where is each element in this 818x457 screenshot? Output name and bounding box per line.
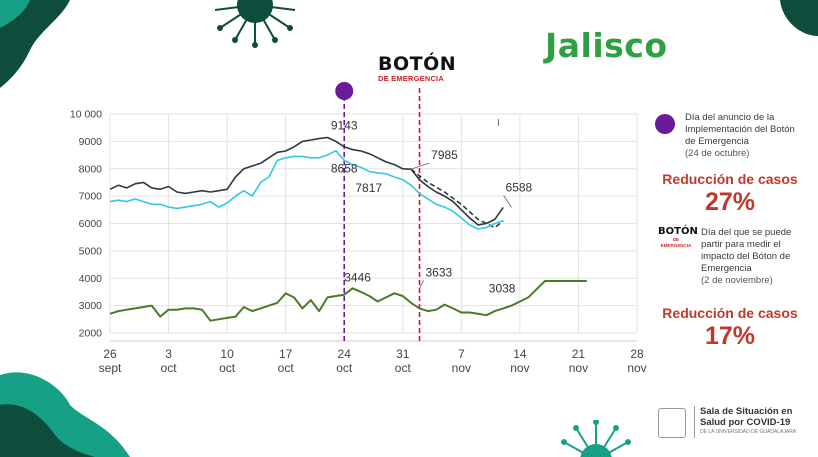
x-tick-label: oct — [161, 361, 178, 375]
purple-marker-dot — [655, 114, 675, 134]
page-title: Jalisco — [545, 26, 668, 65]
series-line-dashed — [410, 168, 504, 229]
x-tick-label: nov — [569, 361, 588, 375]
data-label: 3038 — [489, 282, 516, 296]
x-tick-label: 14 — [513, 347, 527, 361]
small-logo-main: BOTÓN — [658, 226, 698, 237]
reduction2-value: 17% — [704, 322, 756, 350]
footer-brand: Sala de Situación en Salud por COVID-19 … — [652, 404, 812, 440]
data-label: 9143 — [331, 118, 358, 132]
annotation-leader — [503, 195, 512, 208]
decoration-top-right — [780, 0, 818, 36]
reduction1-label: Reducción de casos — [662, 171, 798, 187]
boton-logo-main: BOTÓN — [378, 53, 457, 75]
marker2-date: (2 de noviembre) — [701, 275, 773, 286]
data-label: 3633 — [426, 265, 453, 279]
y-tick-label: 10 000 — [70, 109, 102, 121]
boton-logo-sub: DE EMERGENCIA — [378, 74, 444, 83]
reduction2-label: Reducción de casos — [662, 305, 798, 321]
y-axis-ticks: 2000 3000 4000 5000 6000 7000 8000 9000 10 000 — [70, 109, 102, 340]
x-tick-label: 31 — [396, 347, 410, 361]
series-line-dark — [109, 136, 504, 226]
x-tick-label: oct — [219, 361, 236, 375]
x-tick-label: 21 — [572, 347, 586, 361]
x-tick-label: 26 — [103, 347, 117, 361]
marker1-date: (24 de octubre) — [685, 148, 750, 159]
x-tick-label: 7 — [458, 347, 465, 361]
x-tick-label: 10 — [220, 347, 234, 361]
annotation-leader — [419, 280, 424, 289]
y-tick-label: 8000 — [79, 163, 103, 175]
x-tick-label: oct — [395, 361, 412, 375]
series-layer — [109, 136, 587, 322]
data-label: 6588 — [506, 180, 533, 194]
x-tick-label: nov — [452, 361, 471, 375]
marker1-text: Día del anuncio de la Implementación del… — [685, 112, 795, 147]
boton-emergencia-small-logo: BOTÓN DE EMERGENCIA — [658, 226, 698, 249]
series-line-cyan — [109, 149, 504, 230]
university-seal-icon — [658, 408, 686, 438]
footer-line1: Sala de Situación en — [700, 406, 793, 417]
virus-icon-top — [214, 0, 296, 48]
decoration-top-left — [0, 0, 70, 88]
footer-line2: Salud por COVID-19 — [700, 417, 791, 428]
grid-layer — [109, 113, 638, 342]
footer-divider — [694, 406, 695, 438]
annotation-leader — [411, 162, 430, 170]
y-tick-label: 2000 — [79, 328, 103, 340]
x-axis-ticks: 26sept3oct10oct17oct24oct31oct7nov14nov2… — [99, 347, 647, 375]
data-label: 7985 — [431, 148, 458, 162]
y-tick-label: 9000 — [79, 136, 103, 148]
x-tick-label: 17 — [279, 347, 293, 361]
small-logo-sub: DE EMERGENCIA — [660, 237, 692, 248]
annotations-layer: 9143 8658 7817 7985 6588 3446 3633 3038 — [331, 118, 533, 295]
data-label: 3446 — [344, 270, 371, 284]
decoration-bottom-left — [0, 372, 130, 457]
marker2-description: Día del que se puede partir para medir e… — [701, 227, 801, 287]
y-tick-label: 7000 — [79, 191, 103, 203]
virus-icon-bottom — [561, 420, 631, 457]
y-tick-label: 6000 — [79, 218, 103, 230]
data-label: 7817 — [355, 181, 382, 195]
text-cursor-icon: I — [497, 118, 500, 129]
y-tick-label: 5000 — [79, 245, 103, 257]
x-tick-label: oct — [278, 361, 295, 375]
reduction1-value: 27% — [704, 188, 756, 216]
x-tick-label: 3 — [165, 347, 172, 361]
data-label: 8658 — [331, 162, 358, 176]
y-tick-label: 3000 — [79, 300, 103, 312]
boton-emergencia-logo: BOTÓN DE EMERGENCIA — [378, 53, 457, 84]
x-tick-label: 24 — [338, 347, 352, 361]
series-line-green — [109, 280, 587, 322]
marker-lines — [335, 82, 421, 343]
footer-line3: DE LA UNIVERSIDAD DE GUADALAJARA — [700, 429, 797, 435]
x-tick-label: sept — [99, 361, 122, 375]
y-tick-label: 4000 — [79, 273, 103, 285]
marker1-description: Día del anuncio de la Implementación del… — [685, 112, 800, 160]
x-tick-label: 28 — [630, 347, 644, 361]
purple-marker-dot-chart — [335, 82, 354, 100]
x-tick-label: nov — [510, 361, 529, 375]
x-tick-label: nov — [627, 361, 646, 375]
x-tick-label: oct — [336, 361, 353, 375]
marker2-text: Día del que se puede partir para medir e… — [701, 227, 792, 274]
